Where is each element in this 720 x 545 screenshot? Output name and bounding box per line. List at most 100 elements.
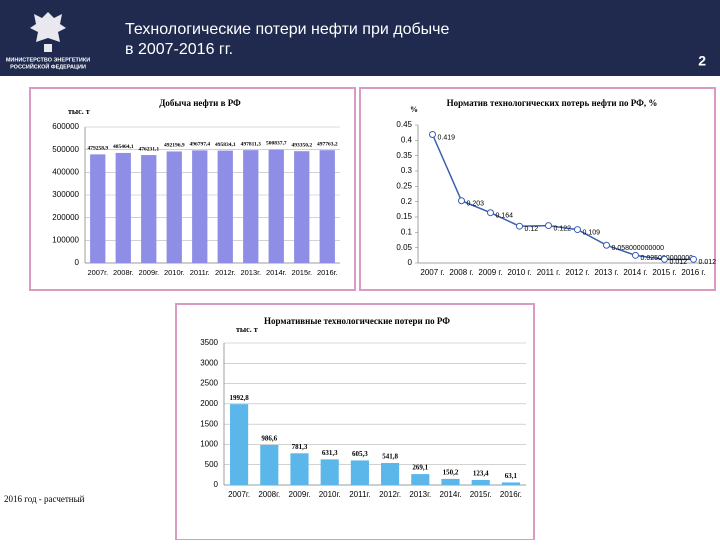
y-tick-label: 0.4 xyxy=(401,135,413,144)
y-tick-label: 100000 xyxy=(52,235,79,244)
y-tick-label: 300000 xyxy=(52,190,79,199)
x-tick-label: 2015г. xyxy=(470,490,492,499)
y-tick-label: 2000 xyxy=(200,399,218,408)
y-tick-label: 1500 xyxy=(200,419,218,428)
bar xyxy=(90,154,106,263)
value-label: 0.419 xyxy=(438,134,456,141)
value-label: 492196,9 xyxy=(164,143,185,149)
bar xyxy=(141,155,157,263)
y-tick-label: 0.2 xyxy=(401,197,413,206)
y-tick-label: 400000 xyxy=(52,167,79,176)
y-tick-label: 0.15 xyxy=(396,212,412,221)
y-tick-label: 200000 xyxy=(52,213,79,222)
y-axis-label: % xyxy=(410,105,418,114)
value-label: 0.122 xyxy=(554,225,572,232)
ministry: РОССИЙСКОЙ ФЕДЕРАЦИИ xyxy=(10,62,86,70)
value-label: 269,1 xyxy=(412,464,428,472)
x-tick-label: 2007г. xyxy=(228,490,250,499)
bar xyxy=(501,482,520,485)
y-tick-label: 0.35 xyxy=(396,151,412,160)
value-label: 493350,2 xyxy=(291,142,312,148)
bar xyxy=(441,478,460,485)
value-label: 496797,4 xyxy=(189,142,210,148)
x-tick-label: 2009г. xyxy=(289,490,311,499)
marker xyxy=(690,255,697,263)
footnote: 2016 год - расчетный xyxy=(4,494,85,504)
bar xyxy=(411,474,430,485)
x-tick-label: 2016г. xyxy=(500,490,522,499)
y-tick-label: 600000 xyxy=(52,122,79,131)
y-tick-label: 0.45 xyxy=(396,120,412,129)
slide-title: Технологические потери нефти при добыче xyxy=(125,21,449,38)
value-label: 476231,1 xyxy=(138,146,159,152)
marker xyxy=(661,255,668,263)
marker xyxy=(603,241,610,249)
y-tick-label: 0 xyxy=(214,480,219,489)
x-tick-label: 2016 г. xyxy=(681,268,705,277)
x-tick-label: 2008 г. xyxy=(449,268,473,277)
x-tick-label: 2013г. xyxy=(240,268,261,277)
x-tick-label: 2010г. xyxy=(164,268,185,277)
y-tick-label: 0 xyxy=(408,258,413,267)
value-label: 485464,1 xyxy=(113,144,134,150)
bar xyxy=(381,463,400,485)
value-label: 123,4 xyxy=(473,470,489,478)
y-tick-label: 0 xyxy=(75,258,80,267)
x-tick-label: 2012 г. xyxy=(565,268,589,277)
x-tick-label: 2015г. xyxy=(291,268,312,277)
x-tick-label: 2007г. xyxy=(87,268,108,277)
bar xyxy=(350,460,369,485)
value-label: 541,8 xyxy=(382,453,398,461)
x-tick-label: 2008г. xyxy=(113,268,134,277)
x-tick-label: 2009г. xyxy=(138,268,159,277)
y-axis-label: тыс. т xyxy=(68,107,90,116)
ministry: МИНИСТЕРСТВО ЭНЕРГЕТИКИ xyxy=(6,57,90,63)
y-tick-label: 500000 xyxy=(52,145,79,154)
x-tick-label: 2007 г. xyxy=(420,268,444,277)
chart-frame xyxy=(175,303,535,541)
marker xyxy=(516,222,523,230)
bar xyxy=(260,444,279,485)
bar xyxy=(268,149,284,263)
x-tick-label: 2008г. xyxy=(258,490,280,499)
bar xyxy=(320,459,339,485)
x-tick-label: 2012г. xyxy=(379,490,401,499)
x-tick-label: 2011 г. xyxy=(537,268,561,277)
marker xyxy=(545,222,552,230)
value-label: 0.012 xyxy=(699,259,717,266)
bar xyxy=(192,150,208,263)
bar xyxy=(230,404,249,485)
value-label: 631,3 xyxy=(322,449,338,457)
header-band xyxy=(0,0,720,76)
x-tick-label: 2013г. xyxy=(409,490,431,499)
value-label: 986,6 xyxy=(261,435,277,443)
y-tick-label: 2500 xyxy=(200,379,218,388)
y-tick-label: 0.25 xyxy=(396,181,412,190)
value-label: 0.164 xyxy=(496,213,514,220)
x-tick-label: 2013 г. xyxy=(594,268,618,277)
value-label: 0.12 xyxy=(525,226,539,233)
x-tick-label: 2014 г. xyxy=(623,268,647,277)
value-label: 500837,7 xyxy=(266,141,287,147)
bar xyxy=(243,150,259,263)
value-label: 497763,2 xyxy=(317,141,338,147)
value-label: 63,1 xyxy=(505,472,518,480)
line xyxy=(431,134,694,261)
chart-frame xyxy=(359,87,716,291)
slide-title: в 2007-2016 гг. xyxy=(125,41,233,58)
y-tick-label: 3000 xyxy=(200,358,218,367)
x-tick-label: 2009 г. xyxy=(478,268,502,277)
y-tick-label: 500 xyxy=(205,460,219,469)
value-label: 605,3 xyxy=(352,450,368,458)
x-tick-label: 2011г. xyxy=(190,268,210,277)
bar xyxy=(471,479,490,485)
bar xyxy=(166,151,182,263)
bar xyxy=(115,152,131,263)
marker xyxy=(574,226,581,234)
x-tick-label: 2015 г. xyxy=(652,268,676,277)
marker xyxy=(487,209,494,217)
value-label: 150,2 xyxy=(443,469,459,477)
marker xyxy=(429,131,436,139)
